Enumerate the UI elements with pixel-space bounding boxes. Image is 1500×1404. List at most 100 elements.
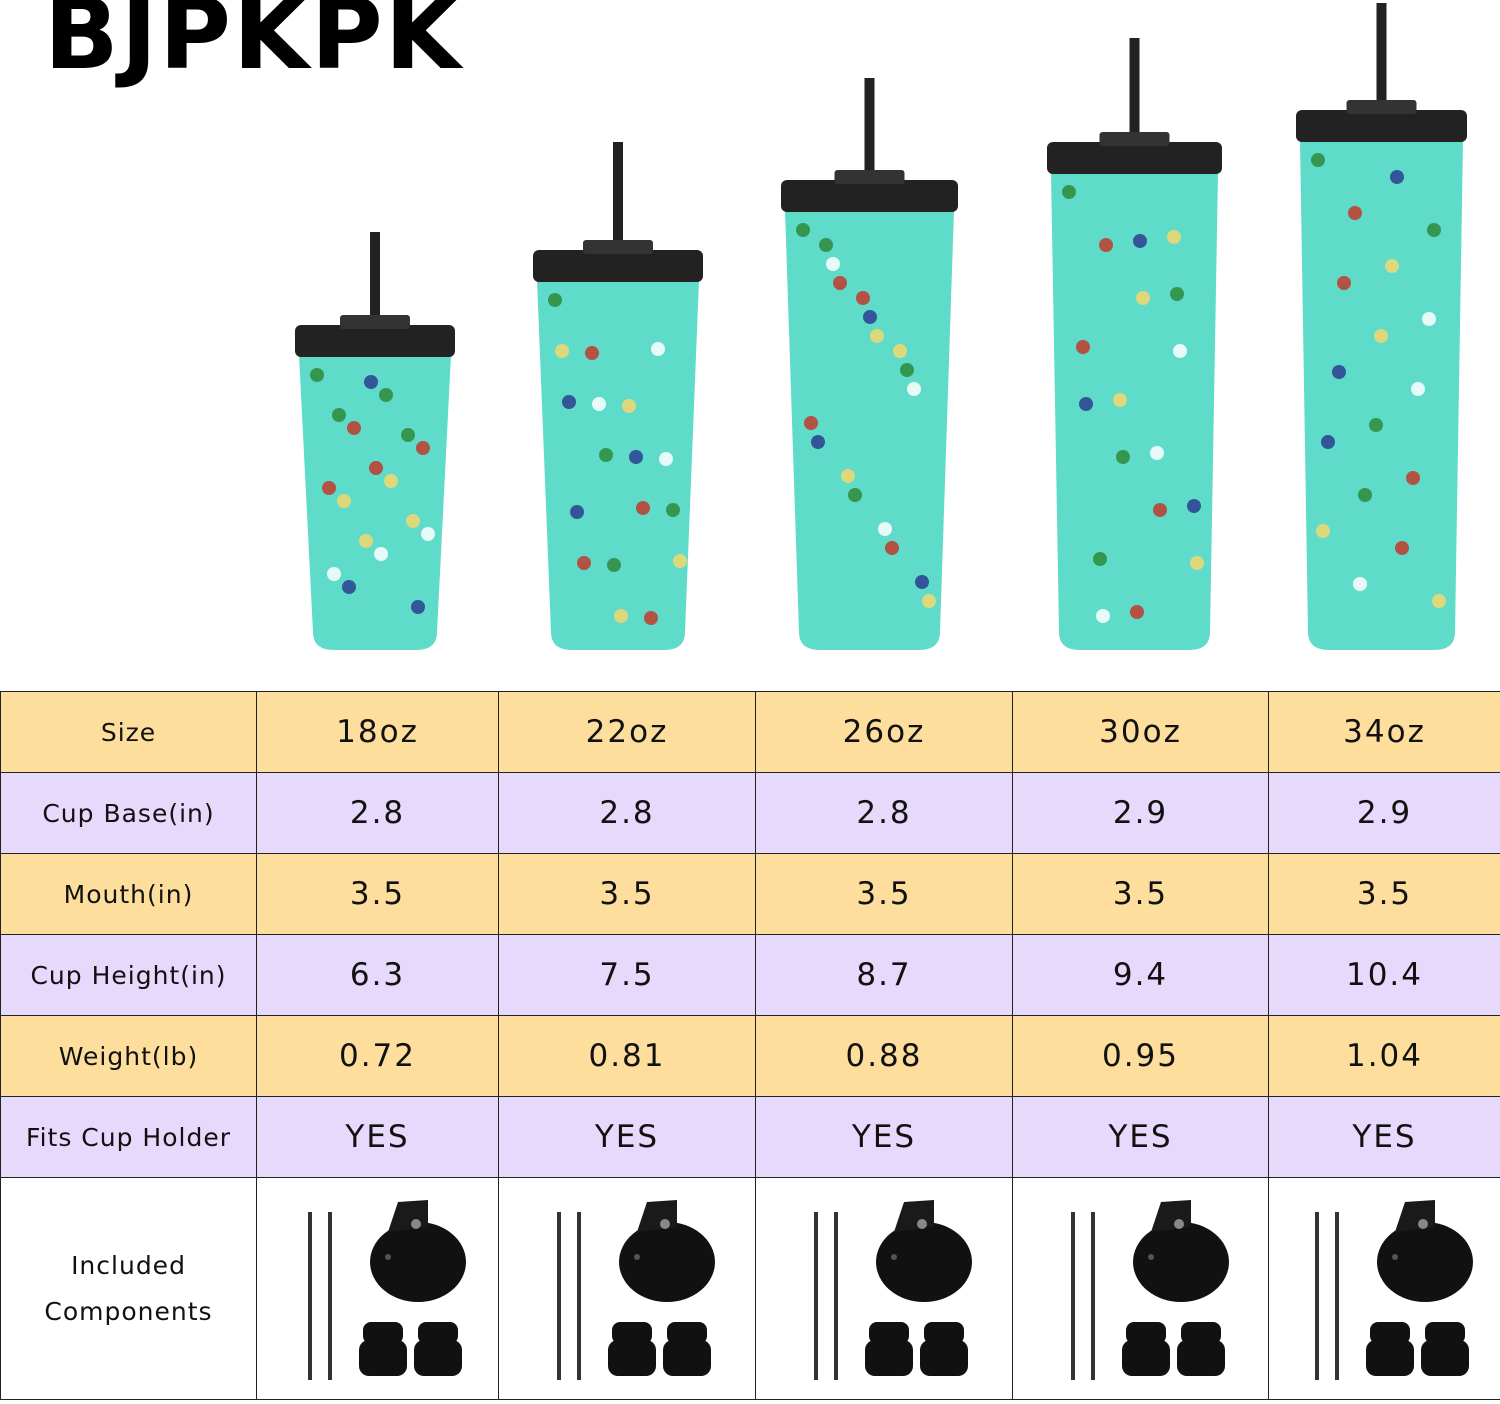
sticker-pattern bbox=[1385, 259, 1399, 273]
row-label: Weight(lb) bbox=[0, 1015, 257, 1097]
table-cell: 2.8 bbox=[755, 772, 1013, 854]
row-label: Included Components bbox=[0, 1177, 257, 1400]
straw-icon bbox=[1376, 3, 1387, 120]
sticker-pattern bbox=[1079, 397, 1093, 411]
components-cell bbox=[755, 1177, 1013, 1400]
sticker-pattern bbox=[893, 344, 907, 358]
plug-icon bbox=[920, 1321, 968, 1376]
sticker-pattern bbox=[922, 594, 936, 608]
sticker-pattern bbox=[555, 344, 569, 358]
sticker-pattern bbox=[1130, 605, 1144, 619]
table-row: Mouth(in) 3.5 3.5 3.5 3.5 3.5 bbox=[0, 853, 1500, 935]
sticker-pattern bbox=[848, 488, 862, 502]
sticker-pattern bbox=[1406, 471, 1420, 485]
lid-icon bbox=[1132, 1199, 1229, 1302]
sticker-pattern bbox=[796, 223, 810, 237]
sticker-pattern bbox=[1432, 594, 1446, 608]
sticker-pattern bbox=[1076, 340, 1090, 354]
sticker-pattern bbox=[322, 481, 336, 495]
straw-icon bbox=[1090, 1211, 1095, 1380]
components-cell bbox=[1268, 1177, 1500, 1400]
sticker-pattern bbox=[1411, 382, 1425, 396]
sticker-pattern bbox=[1153, 503, 1167, 517]
brand-logo: BJPKPK bbox=[44, 0, 463, 92]
sticker-pattern bbox=[379, 388, 393, 402]
table-row: Cup Height(in) 6.3 7.5 8.7 9.4 10.4 bbox=[0, 934, 1500, 1016]
table-cell: YES bbox=[1268, 1096, 1500, 1178]
table-cell: YES bbox=[1012, 1096, 1269, 1178]
tumbler-body bbox=[785, 210, 954, 650]
sticker-pattern bbox=[804, 416, 818, 430]
tumbler-26oz bbox=[781, 78, 958, 650]
tumbler-34oz bbox=[1296, 3, 1467, 650]
lid-icon bbox=[1047, 142, 1222, 174]
sticker-pattern bbox=[1187, 499, 1201, 513]
sticker-pattern bbox=[863, 310, 877, 324]
table-cell: YES bbox=[755, 1096, 1013, 1178]
sticker-pattern bbox=[384, 474, 398, 488]
lid-top bbox=[340, 315, 410, 329]
sticker-pattern bbox=[1150, 446, 1164, 460]
lid-top bbox=[1099, 132, 1170, 146]
sticker-pattern bbox=[651, 342, 665, 356]
sticker-pattern bbox=[585, 346, 599, 360]
sticker-pattern bbox=[614, 609, 628, 623]
sticker-pattern bbox=[359, 534, 373, 548]
sticker-pattern bbox=[421, 527, 435, 541]
sticker-pattern bbox=[885, 541, 899, 555]
table-cell: 3.5 bbox=[498, 853, 756, 935]
sticker-pattern bbox=[562, 395, 576, 409]
sticker-pattern bbox=[1427, 223, 1441, 237]
table-cell: 0.95 bbox=[1012, 1015, 1269, 1097]
sticker-pattern bbox=[1395, 541, 1409, 555]
lid-top bbox=[834, 170, 905, 184]
sticker-pattern bbox=[607, 558, 621, 572]
sticker-pattern bbox=[1136, 291, 1150, 305]
lid-top bbox=[583, 240, 653, 254]
spec-table: Size 18oz 22oz 26oz 30oz 34oz Cup Base(in) 2.8 2… bbox=[0, 691, 1500, 1400]
sticker-pattern bbox=[1332, 365, 1346, 379]
sticker-pattern bbox=[907, 382, 921, 396]
sticker-pattern bbox=[1337, 276, 1351, 290]
sticker-pattern bbox=[1133, 234, 1147, 248]
components-cell bbox=[498, 1177, 756, 1400]
straw-icon bbox=[814, 1211, 818, 1380]
plug-icon bbox=[413, 1321, 462, 1376]
table-cell: 2.9 bbox=[1268, 772, 1500, 854]
sticker-pattern bbox=[374, 547, 388, 561]
lid-top bbox=[1346, 100, 1417, 114]
sticker-pattern bbox=[636, 501, 650, 515]
straw-icon bbox=[834, 1211, 838, 1380]
table-cell: YES bbox=[256, 1096, 499, 1178]
sticker-pattern bbox=[1353, 577, 1367, 591]
components-cell bbox=[256, 1177, 499, 1400]
sticker-pattern bbox=[548, 293, 562, 307]
tumbler-30oz bbox=[1047, 38, 1222, 650]
components-row: Included Components bbox=[0, 1177, 1500, 1400]
plug-icon bbox=[1176, 1321, 1225, 1376]
sticker-pattern bbox=[1374, 329, 1388, 343]
sticker-pattern bbox=[1099, 238, 1113, 252]
table-cell: 2.8 bbox=[498, 772, 756, 854]
table-cell: 2.8 bbox=[256, 772, 499, 854]
sticker-pattern bbox=[673, 554, 687, 568]
sticker-pattern bbox=[1093, 552, 1107, 566]
table-cell: 2.9 bbox=[1012, 772, 1269, 854]
table-row: Cup Base(in) 2.8 2.8 2.8 2.9 2.9 bbox=[0, 772, 1500, 854]
row-label: Fits Cup Holder bbox=[0, 1096, 257, 1178]
straw-icon bbox=[370, 232, 380, 335]
sticker-pattern bbox=[310, 368, 324, 382]
lid-icon bbox=[1376, 1199, 1473, 1302]
table-cell: 30oz bbox=[1012, 691, 1269, 773]
straw-icon bbox=[557, 1211, 561, 1380]
table-cell: 26oz bbox=[755, 691, 1013, 773]
lid-icon bbox=[533, 250, 703, 282]
lid-icon bbox=[781, 180, 958, 212]
table-cell: 3.5 bbox=[256, 853, 499, 935]
table-cell: 3.5 bbox=[755, 853, 1013, 935]
sticker-pattern bbox=[826, 257, 840, 271]
straw-icon bbox=[1334, 1211, 1339, 1380]
table-cell: 7.5 bbox=[498, 934, 756, 1016]
tumbler-body bbox=[537, 280, 699, 650]
sticker-pattern bbox=[401, 428, 415, 442]
